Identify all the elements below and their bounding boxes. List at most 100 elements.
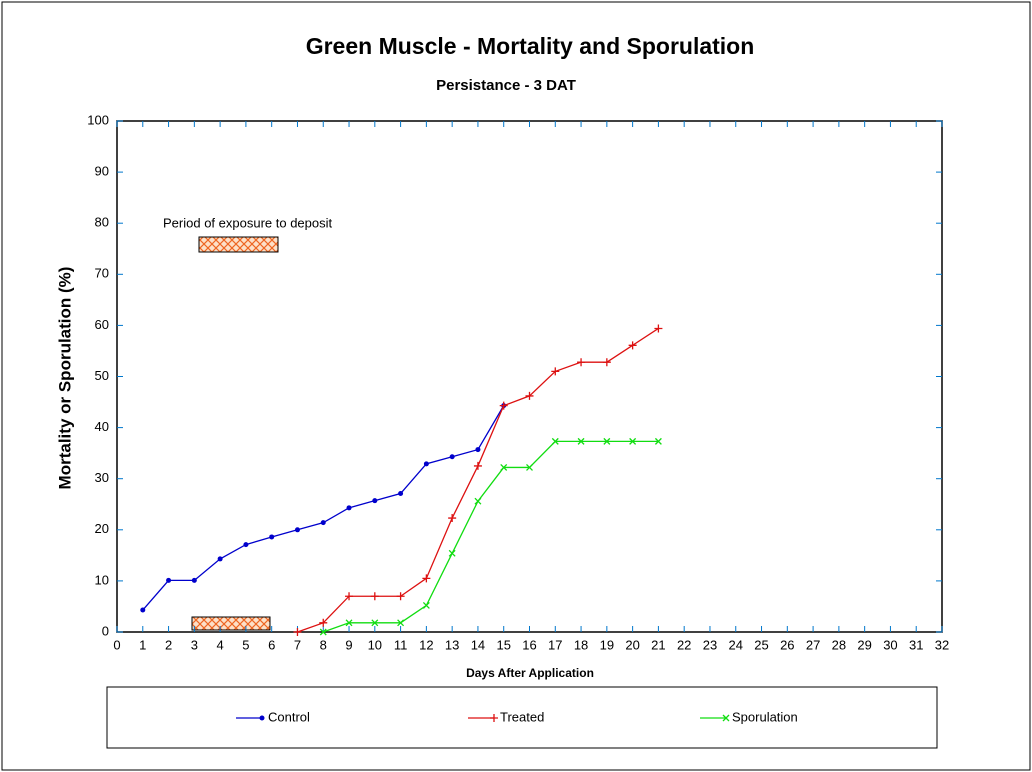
marker: [140, 607, 146, 613]
marker: [259, 715, 265, 721]
y-tick-label: 0: [102, 623, 109, 638]
y-tick-label: 100: [87, 112, 109, 127]
marker: [269, 534, 275, 540]
y-tick-label: 30: [95, 470, 109, 485]
x-tick-label: 30: [883, 637, 897, 652]
marker: [475, 447, 481, 453]
marker: [422, 574, 431, 583]
marker: [423, 461, 429, 467]
marker: [370, 592, 379, 601]
x-tick-label: 10: [368, 637, 382, 652]
x-tick-label: 15: [496, 637, 510, 652]
marker: [448, 549, 456, 557]
x-tick-label: 3: [191, 637, 198, 652]
x-tick-label: 26: [780, 637, 794, 652]
marker: [191, 577, 197, 583]
marker: [398, 491, 404, 497]
marker: [499, 401, 508, 410]
x-tick-label: 25: [754, 637, 768, 652]
marker: [397, 619, 405, 627]
marker: [490, 714, 498, 722]
y-tick-label: 90: [95, 164, 109, 179]
marker: [422, 601, 430, 609]
marker: [319, 628, 327, 636]
marker: [473, 461, 482, 470]
y-tick-label: 80: [95, 215, 109, 230]
marker: [526, 463, 533, 471]
marker: [474, 497, 482, 505]
x-tick-label: 14: [471, 637, 485, 652]
x-tick-label: 24: [729, 637, 743, 652]
marker: [372, 498, 378, 504]
marker: [293, 628, 302, 636]
marker: [577, 437, 585, 445]
x-tick-label: 12: [419, 637, 433, 652]
legend-label: Sporulation: [732, 709, 798, 724]
x-tick-label: 27: [806, 637, 820, 652]
marker: [345, 592, 354, 601]
marker: [577, 358, 586, 367]
y-tick-label: 40: [95, 419, 109, 434]
x-tick-label: 0: [113, 637, 120, 652]
marker: [166, 577, 172, 583]
x-tick-label: 8: [320, 637, 327, 652]
x-tick-label: 9: [345, 637, 352, 652]
x-tick-label: 16: [522, 637, 536, 652]
x-tick-label: 31: [909, 637, 923, 652]
marker: [294, 527, 300, 533]
y-tick-label: 70: [95, 266, 109, 281]
exposure-period: [191, 616, 271, 631]
x-tick-label: 19: [600, 637, 614, 652]
marker: [243, 542, 249, 548]
x-tick-label: 21: [651, 637, 665, 652]
y-tick-label: 50: [95, 368, 109, 383]
marker: [551, 437, 559, 445]
x-tick-label: 7: [294, 637, 301, 652]
x-tick-label: 32: [935, 637, 949, 652]
marker: [396, 592, 405, 601]
marker: [320, 520, 326, 526]
marker: [629, 437, 637, 445]
marker: [654, 324, 663, 333]
x-tick-label: 28: [832, 637, 846, 652]
x-tick-label: 4: [217, 637, 224, 652]
x-tick-label: 11: [394, 637, 408, 652]
x-tick-label: 20: [625, 637, 639, 652]
marker: [500, 463, 508, 471]
exposure-swatch: [198, 236, 279, 253]
x-tick-label: 13: [445, 637, 459, 652]
marker: [525, 391, 534, 400]
x-tick-label: 23: [703, 637, 717, 652]
x-tick-label: 22: [677, 637, 691, 652]
series-line: [323, 440, 659, 633]
y-tick-label: 20: [95, 521, 109, 536]
marker: [345, 619, 353, 627]
x-axis-label: Days After Application: [466, 666, 594, 680]
marker: [628, 341, 637, 350]
chart-subtitle: Persistance - 3 DAT: [436, 77, 576, 94]
marker: [217, 556, 223, 562]
x-tick-label: 29: [857, 637, 871, 652]
y-tick-label: 60: [95, 317, 109, 332]
x-tick-label: 6: [268, 637, 275, 652]
marker: [346, 505, 352, 511]
y-axis-label: Mortality or Sporulation (%): [55, 267, 74, 490]
x-tick-label: 18: [574, 637, 588, 652]
y-tick-label: 10: [95, 572, 109, 587]
legend-label: Control: [268, 709, 310, 724]
marker: [603, 437, 611, 445]
marker: [449, 454, 455, 460]
marker: [654, 437, 662, 445]
marker: [319, 618, 328, 627]
annotation: Period of exposure to deposit: [163, 215, 332, 230]
x-tick-label: 5: [242, 637, 249, 652]
chart-title: Green Muscle - Mortality and Sporulation: [306, 33, 755, 59]
x-tick-label: 2: [165, 637, 172, 652]
x-tick-label: 1: [139, 637, 146, 652]
x-tick-label: 17: [548, 637, 562, 652]
marker: [602, 358, 611, 367]
marker: [722, 714, 730, 722]
legend-label: Treated: [500, 709, 544, 724]
